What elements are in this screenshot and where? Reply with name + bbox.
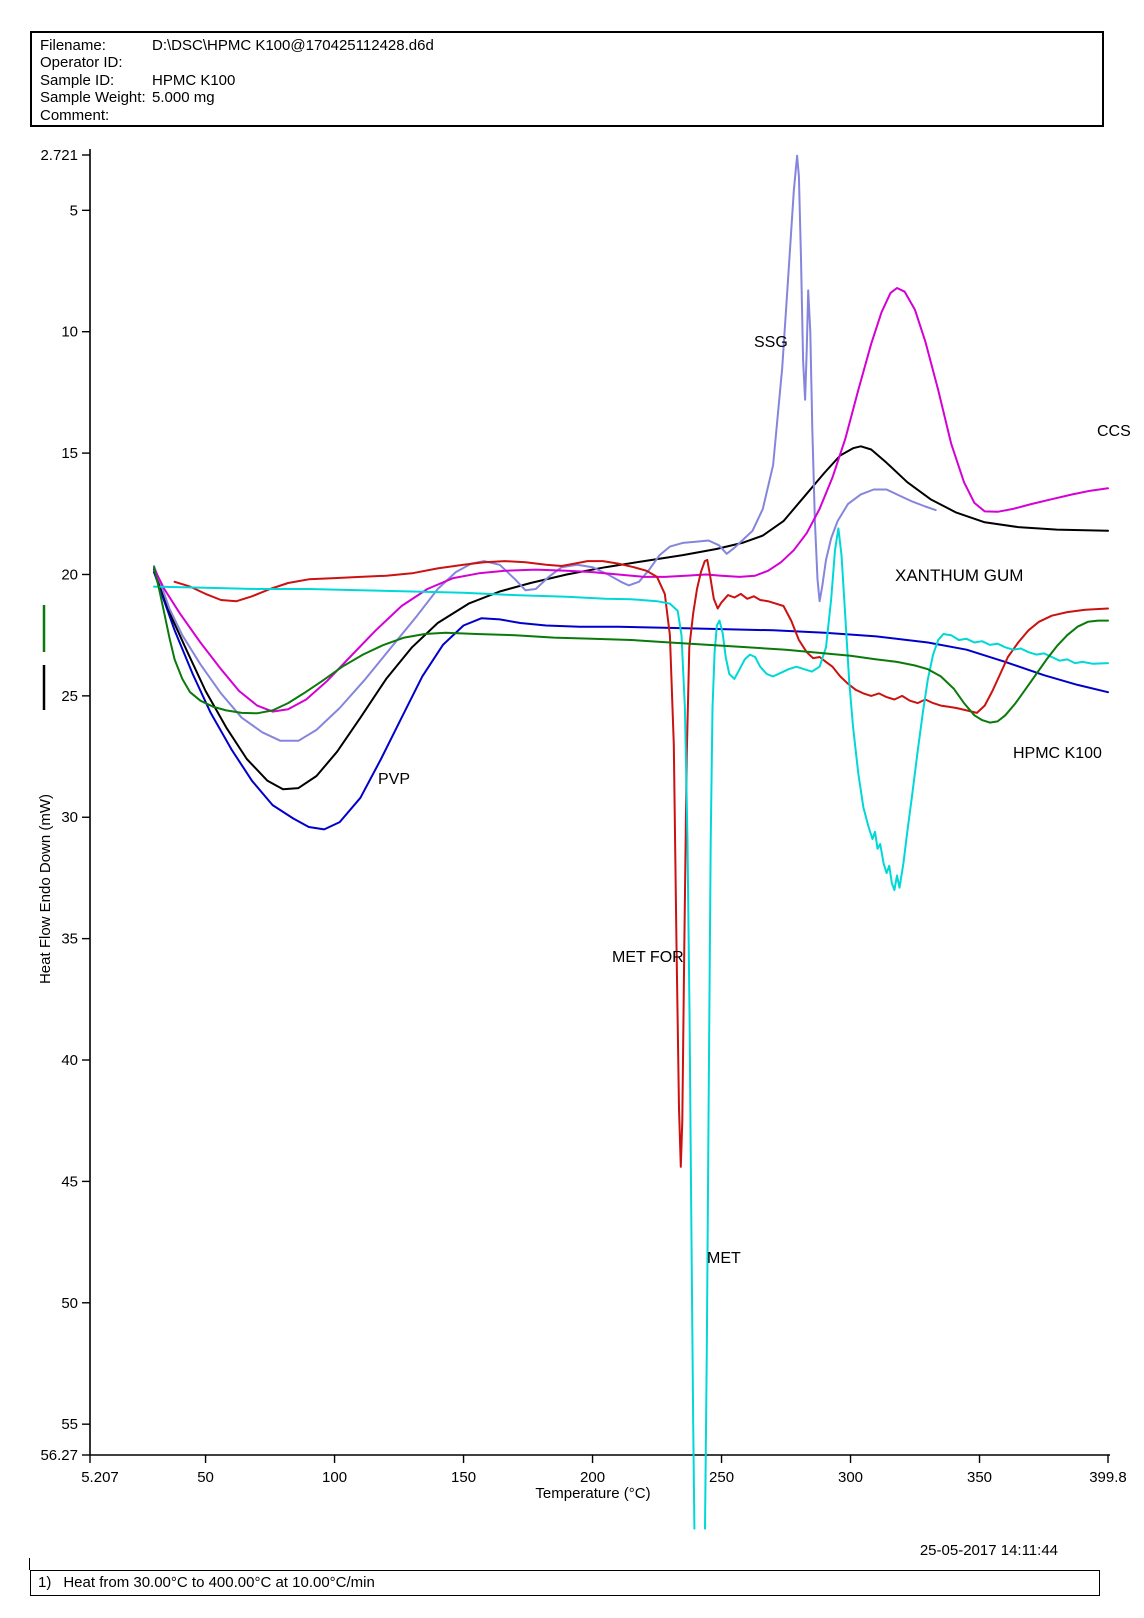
x-tick-label: 5.207 — [81, 1469, 119, 1486]
curve-label-ssg: SSG — [754, 334, 788, 351]
report-timestamp: 25-05-2017 14:11:44 — [919, 1542, 1058, 1559]
sample-weight-row: Sample Weight: 5.000 mg — [40, 89, 1102, 106]
x-tick-label: 50 — [197, 1469, 214, 1486]
curve-label-xanthum-gum: XANTHUM GUM — [895, 566, 1023, 585]
y-tick-label: 55 — [61, 1416, 78, 1433]
x-tick-label: 300 — [838, 1469, 863, 1486]
x-tick-label: 350 — [967, 1469, 992, 1486]
y-tick-label: 20 — [61, 566, 78, 583]
curve-ssg — [153, 154, 937, 742]
curve-met — [704, 527, 1109, 1530]
sample-info-box: Filename: D:\DSC\HPMC K100@170425112428.d… — [30, 31, 1104, 127]
curve-label-hpmc-k100: HPMC K100 — [1013, 745, 1102, 762]
y-tick-label: 10 — [61, 324, 78, 341]
y-tick-label: 45 — [61, 1173, 78, 1190]
x-axis-title: Temperature (°C) — [535, 1485, 650, 1502]
curve-label-ccs: CCS — [1097, 423, 1131, 440]
filename-value: D:\DSC\HPMC K100@170425112428.d6d — [152, 37, 434, 54]
operator-id-row: Operator ID: — [40, 54, 1102, 71]
y-tick-label: 2.721 — [40, 147, 78, 164]
y-tick-label: 50 — [61, 1295, 78, 1312]
x-tick-label: 150 — [451, 1469, 476, 1486]
curve-label-pvp: PVP — [378, 771, 410, 788]
y-tick-label: 30 — [61, 809, 78, 826]
heating-program-box: 1) Heat from 30.00°C to 400.00°C at 10.00… — [30, 1570, 1100, 1596]
y-axis-title: Heat Flow Endo Down (mW) — [37, 794, 54, 984]
operator-id-label: Operator ID: — [40, 54, 123, 72]
y-tick-label: 5 — [70, 202, 78, 219]
y-tick-label: 35 — [61, 931, 78, 948]
y-tick-label: 40 — [61, 1052, 78, 1069]
comment-label: Comment: — [40, 106, 110, 124]
curve-xanthum-gum — [153, 445, 1109, 791]
curve-met — [153, 585, 696, 1530]
curve-hpmc-k100 — [153, 566, 1109, 724]
curve-label-met: MET — [707, 1250, 741, 1267]
filename-label: Filename: — [40, 37, 106, 54]
x-tick-label: 200 — [580, 1469, 605, 1486]
curve-label-met-for: MET FOR — [612, 949, 684, 966]
sample-weight-value: 5.000 mg — [152, 89, 215, 107]
sample-weight-label: Sample Weight: — [40, 89, 146, 107]
x-tick-label: 250 — [709, 1469, 734, 1486]
y-tick-label: 15 — [61, 445, 78, 462]
curve-pvp — [153, 571, 1109, 831]
sample-id-value: HPMC K100 — [152, 71, 236, 89]
comment-row: Comment: — [40, 107, 1102, 124]
y-tick-label: 56.27 — [40, 1447, 78, 1464]
x-tick-label: 100 — [322, 1469, 347, 1486]
program-step-index: 1) — [38, 1574, 52, 1591]
sample-id-row: Sample ID: HPMC K100 — [40, 72, 1102, 89]
program-step-bracket — [29, 1558, 31, 1570]
filename-row: Filename: D:\DSC\HPMC K100@170425112428.d… — [40, 37, 1102, 54]
program-step-text: Heat from 30.00°C to 400.00°C at 10.00°C… — [63, 1574, 375, 1591]
sample-id-label: Sample ID: — [40, 71, 115, 89]
curve-ccs — [153, 287, 1109, 713]
x-tick-label: 399.8 — [1089, 1469, 1127, 1486]
y-tick-label: 25 — [61, 688, 78, 705]
curve-met-for — [173, 558, 1109, 1168]
